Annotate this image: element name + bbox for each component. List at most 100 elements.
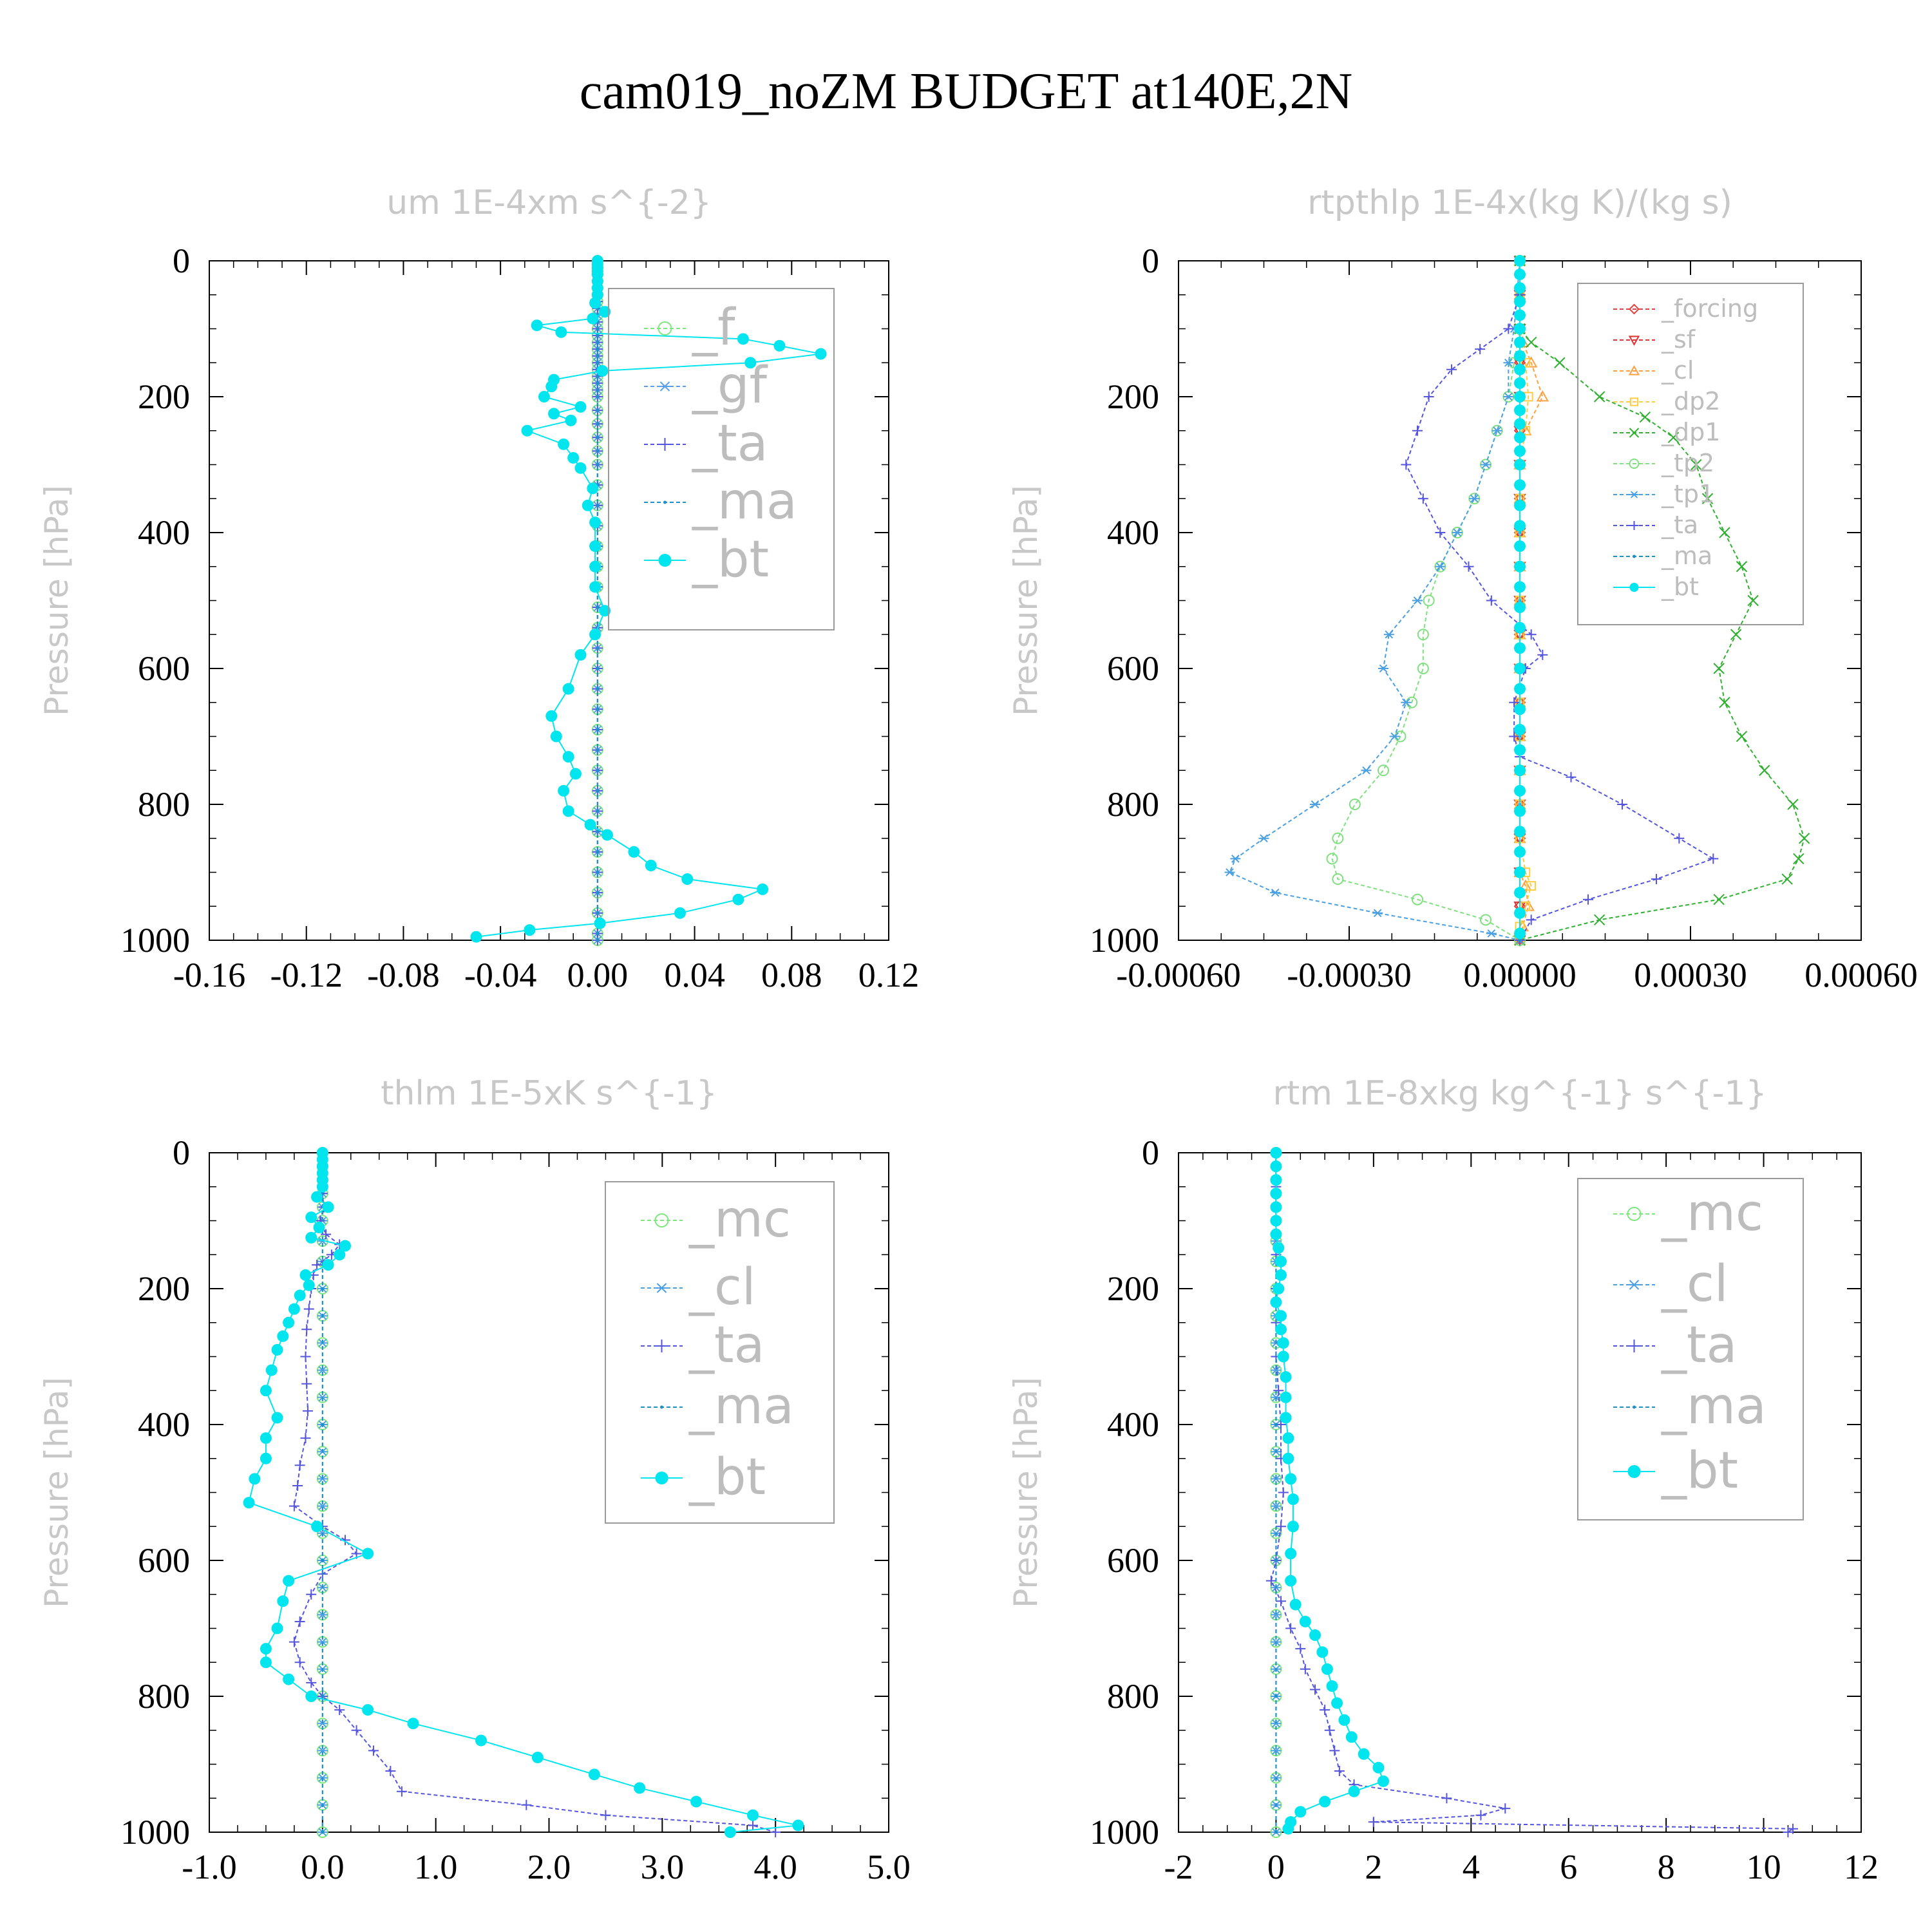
marker-dot <box>596 374 600 378</box>
marker-asterisk <box>1492 426 1502 435</box>
marker-filled <box>249 1473 261 1485</box>
legend-label: _gf <box>692 357 768 415</box>
marker-asterisk <box>1503 358 1514 367</box>
marker-filled <box>1331 1697 1343 1709</box>
marker-filled <box>1514 309 1526 321</box>
marker-plus <box>300 1433 311 1444</box>
marker-dot <box>660 1405 663 1409</box>
marker-dot <box>596 829 600 833</box>
marker-filled <box>792 1819 804 1832</box>
marker-filled <box>288 1303 300 1315</box>
marker-plus <box>1509 731 1520 742</box>
marker-dot <box>596 408 600 412</box>
marker-asterisk <box>655 1283 668 1293</box>
marker-filled <box>589 516 601 529</box>
x-tick-label: -0.04 <box>464 956 536 994</box>
marker-filled <box>1514 927 1526 940</box>
marker-plus <box>1708 853 1719 864</box>
marker-filled <box>1287 1520 1299 1533</box>
y-axis-label: Pressure [hPa] <box>38 485 75 716</box>
marker-filled <box>1514 866 1526 878</box>
marker-dot <box>596 463 600 466</box>
marker-filled <box>589 581 601 593</box>
marker-dot <box>1518 938 1522 942</box>
marker-plus <box>289 1501 299 1511</box>
legend-label: _f <box>692 299 736 357</box>
marker-square <box>1629 397 1639 406</box>
marker-triangle-up <box>1536 390 1549 402</box>
marker-asterisk <box>1412 596 1423 605</box>
series-ma <box>321 1151 325 1834</box>
marker-plus <box>1651 874 1662 885</box>
marker-filled <box>1514 663 1526 674</box>
marker-filled <box>470 931 482 943</box>
marker-asterisk <box>1230 855 1241 863</box>
marker-triangle-up <box>1519 879 1532 891</box>
marker-plus <box>1783 1827 1794 1837</box>
marker-filled <box>545 710 558 722</box>
marker-filled <box>674 907 686 919</box>
legend: _f_gf_ta_ma_bt <box>608 288 835 630</box>
marker-filled <box>1275 1269 1287 1281</box>
marker-dot <box>321 1558 325 1562</box>
plot-area <box>470 255 827 946</box>
marker-filled <box>260 1452 272 1464</box>
y-tick-label: 800 <box>138 785 190 824</box>
marker-plus <box>770 1827 781 1837</box>
marker-filled <box>1514 764 1526 777</box>
marker-dot <box>1633 554 1636 558</box>
marker-filled <box>283 1673 295 1685</box>
marker-filled <box>1287 1493 1299 1506</box>
legend-label: _mc <box>688 1191 791 1249</box>
marker-plus <box>1368 1817 1379 1828</box>
marker-square <box>1520 357 1531 368</box>
marker-filled <box>658 554 672 567</box>
series-bt <box>243 1147 804 1838</box>
marker-plus <box>600 1810 611 1821</box>
marker-plus <box>1526 914 1537 925</box>
marker-circle <box>1423 594 1435 607</box>
marker-circle <box>1412 893 1423 905</box>
marker-plus <box>385 1766 396 1777</box>
marker-dot <box>596 381 600 385</box>
marker-cross <box>1798 833 1810 844</box>
marker-filled <box>773 339 786 352</box>
marker-filled <box>562 751 574 763</box>
marker-plus <box>1401 459 1412 470</box>
marker-filled <box>531 1751 544 1763</box>
marker-filled <box>303 1279 315 1291</box>
marker-filled <box>574 401 587 413</box>
marker-cross <box>1719 527 1730 538</box>
legend-label: _ma <box>692 473 797 531</box>
marker-filled <box>294 1289 306 1302</box>
marker-dot <box>663 500 667 504</box>
marker-dot <box>596 891 600 895</box>
plot-area <box>1224 254 1810 947</box>
marker-filled <box>634 1782 646 1794</box>
legend-box <box>608 288 835 630</box>
marker-dot <box>596 789 600 793</box>
marker-dot <box>321 1830 325 1834</box>
marker-filled <box>645 859 657 871</box>
y-tick-label: 1000 <box>1090 1813 1159 1852</box>
marker-filled <box>524 924 536 936</box>
marker-triangle-up <box>1524 356 1538 368</box>
marker-asterisk <box>317 1719 328 1728</box>
marker-filled <box>1309 1629 1321 1642</box>
marker-asterisk <box>317 1638 328 1646</box>
y-axis-label: Pressure [hPa] <box>1007 1377 1045 1608</box>
marker-filled <box>1319 1795 1331 1808</box>
marker-plus <box>1509 697 1520 708</box>
marker-filled <box>1282 1823 1294 1835</box>
x-tick-label: 2 <box>1365 1848 1382 1886</box>
marker-asterisk <box>1361 766 1372 775</box>
marker-filled <box>260 1643 272 1655</box>
marker-filled <box>558 784 570 797</box>
marker-asterisk <box>1486 929 1497 938</box>
marker-dot <box>1633 1405 1636 1409</box>
marker-filled <box>1280 1412 1292 1424</box>
marker-filled <box>1514 540 1526 553</box>
marker-asterisk <box>1469 494 1480 503</box>
marker-plus <box>300 1351 311 1362</box>
marker-cross <box>1736 561 1748 573</box>
